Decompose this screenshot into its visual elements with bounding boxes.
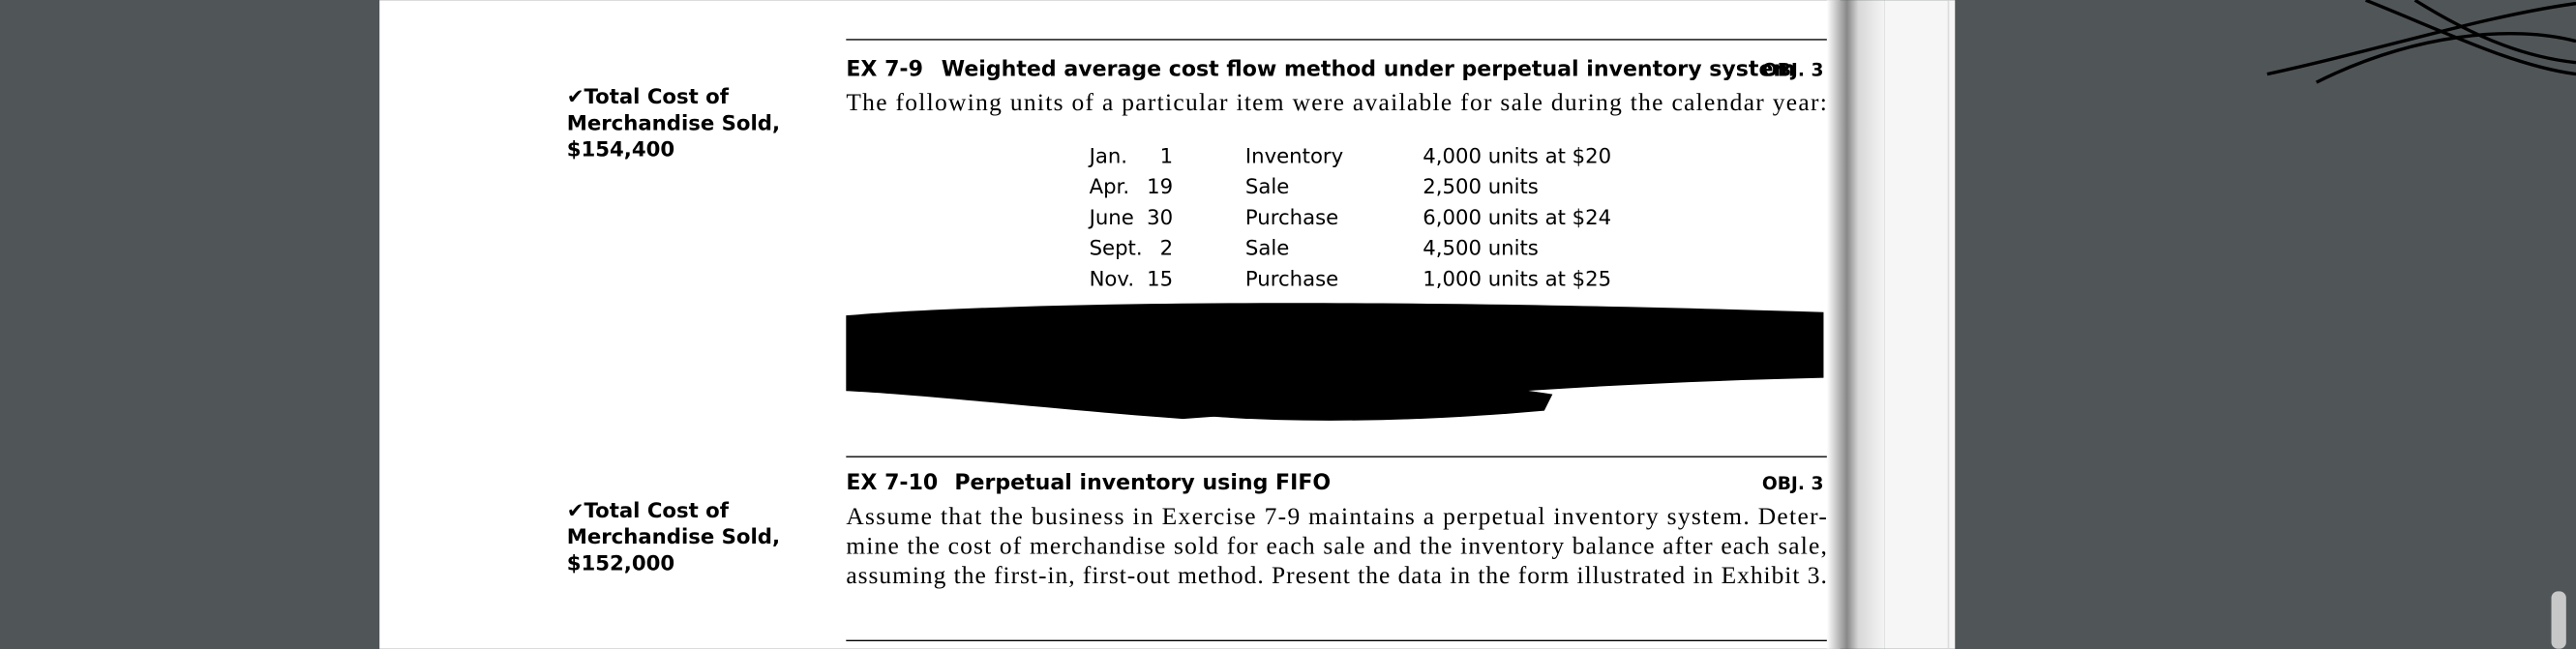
margin-note: $154,400 bbox=[567, 137, 674, 162]
objective: OBJ. 3 bbox=[1762, 60, 1824, 80]
table-day: 30 bbox=[1147, 206, 1173, 230]
table-month: Sept. bbox=[1090, 237, 1143, 261]
exercise-number: EX 7-10 bbox=[846, 471, 938, 495]
table-type: Purchase bbox=[1245, 206, 1338, 230]
table-month: Nov. bbox=[1090, 267, 1135, 291]
scrollbar-thumb[interactable] bbox=[2551, 591, 2566, 649]
margin-note: Merchandise Sold, bbox=[567, 525, 780, 549]
table-detail: 4,000 units at $20 bbox=[1423, 144, 1611, 168]
table-type: Sale bbox=[1245, 175, 1289, 199]
scribble-top-right bbox=[2266, 0, 2576, 84]
table-day: 1 bbox=[1160, 144, 1174, 168]
exercise-number: EX 7-9 bbox=[846, 57, 923, 81]
objective: OBJ. 3 bbox=[1762, 474, 1824, 494]
table-day: 2 bbox=[1160, 237, 1174, 261]
table-type: Purchase bbox=[1245, 267, 1338, 291]
margin-note: Merchandise Sold, bbox=[567, 111, 780, 135]
redaction bbox=[846, 303, 1824, 421]
exercise-title: Perpetual inventory using FIFO bbox=[954, 471, 1331, 495]
table-detail: 1,000 units at $25 bbox=[1423, 267, 1611, 291]
margin-note: $152,000 bbox=[567, 551, 674, 575]
table-type: Sale bbox=[1245, 237, 1289, 261]
page-shadow bbox=[1826, 0, 1885, 649]
table-month: June bbox=[1088, 206, 1134, 230]
table-detail: 2,500 units bbox=[1423, 175, 1539, 199]
table-detail: 4,500 units bbox=[1423, 237, 1539, 261]
table-month: Apr. bbox=[1090, 175, 1130, 199]
margin-note: ✔Total Cost of bbox=[567, 499, 730, 523]
body-text: mine the cost of merchandise sold for ea… bbox=[846, 531, 1827, 559]
body-text: The following units of a particular item… bbox=[846, 88, 1827, 116]
exercise-title: Weighted average cost flow method under … bbox=[942, 57, 1796, 81]
table-day: 15 bbox=[1147, 267, 1173, 291]
table-detail: 6,000 units at $24 bbox=[1423, 206, 1611, 230]
page-margin bbox=[1884, 0, 1956, 649]
margin-note: ✔Total Cost of bbox=[567, 85, 730, 109]
body-text: assuming the first-in, first-out method.… bbox=[846, 561, 1827, 589]
table-type: Inventory bbox=[1245, 144, 1343, 168]
table-day: 19 bbox=[1147, 175, 1173, 199]
table-month: Jan. bbox=[1088, 144, 1127, 168]
body-text: Assume that the business in Exercise 7-9… bbox=[846, 502, 1827, 530]
